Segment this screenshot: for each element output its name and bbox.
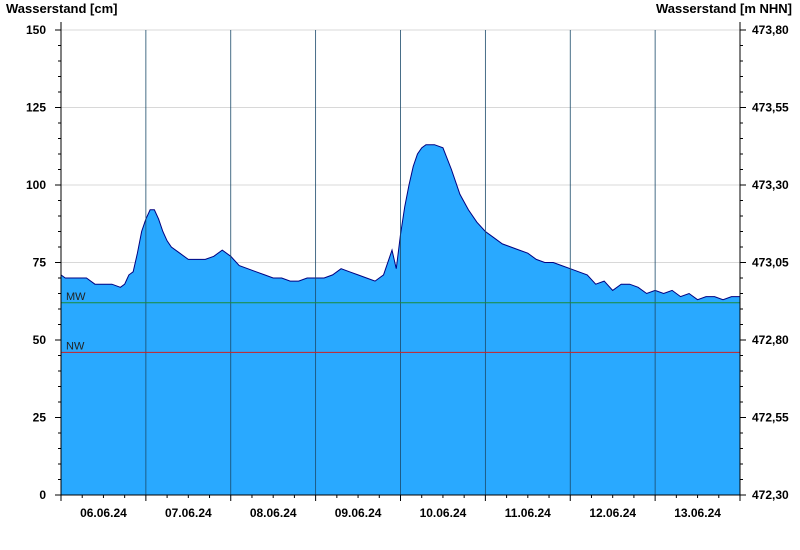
y-tick-label-left: 75 (33, 256, 47, 270)
x-tick-label: 09.06.24 (335, 506, 382, 520)
y-tick-label-right: 473,30 (752, 178, 789, 192)
x-tick-label: 07.06.24 (165, 506, 212, 520)
x-tick-label: 13.06.24 (674, 506, 721, 520)
x-tick-label: 06.06.24 (80, 506, 127, 520)
y-tick-label-left: 150 (26, 23, 46, 37)
y-axis-label-right: Wasserstand [m NHN] (655, 1, 792, 16)
y-tick-label-left: 25 (33, 411, 47, 425)
y-tick-label-left: 100 (26, 178, 46, 192)
reference-label-mw: MW (66, 291, 86, 303)
y-tick-label-left: 0 (39, 488, 46, 502)
y-tick-label-right: 472,55 (752, 411, 789, 425)
x-tick-label: 10.06.24 (420, 506, 467, 520)
reference-label-nw: NW (66, 340, 85, 352)
y-tick-label-left: 125 (26, 101, 46, 115)
x-tick-label: 12.06.24 (589, 506, 636, 520)
x-tick-label: 11.06.24 (505, 506, 551, 520)
y-tick-label-right: 473,80 (752, 23, 789, 37)
y-tick-label-right: 472,30 (752, 488, 789, 502)
x-tick-label: 08.06.24 (250, 506, 297, 520)
y-axis-label-left: Wasserstand [cm] (6, 1, 118, 16)
y-tick-label-left: 50 (33, 333, 47, 347)
y-tick-label-right: 473,05 (752, 256, 789, 270)
y-tick-label-right: 473,55 (752, 101, 789, 115)
y-tick-label-right: 472,80 (752, 333, 789, 347)
water-level-line (60, 144, 740, 301)
